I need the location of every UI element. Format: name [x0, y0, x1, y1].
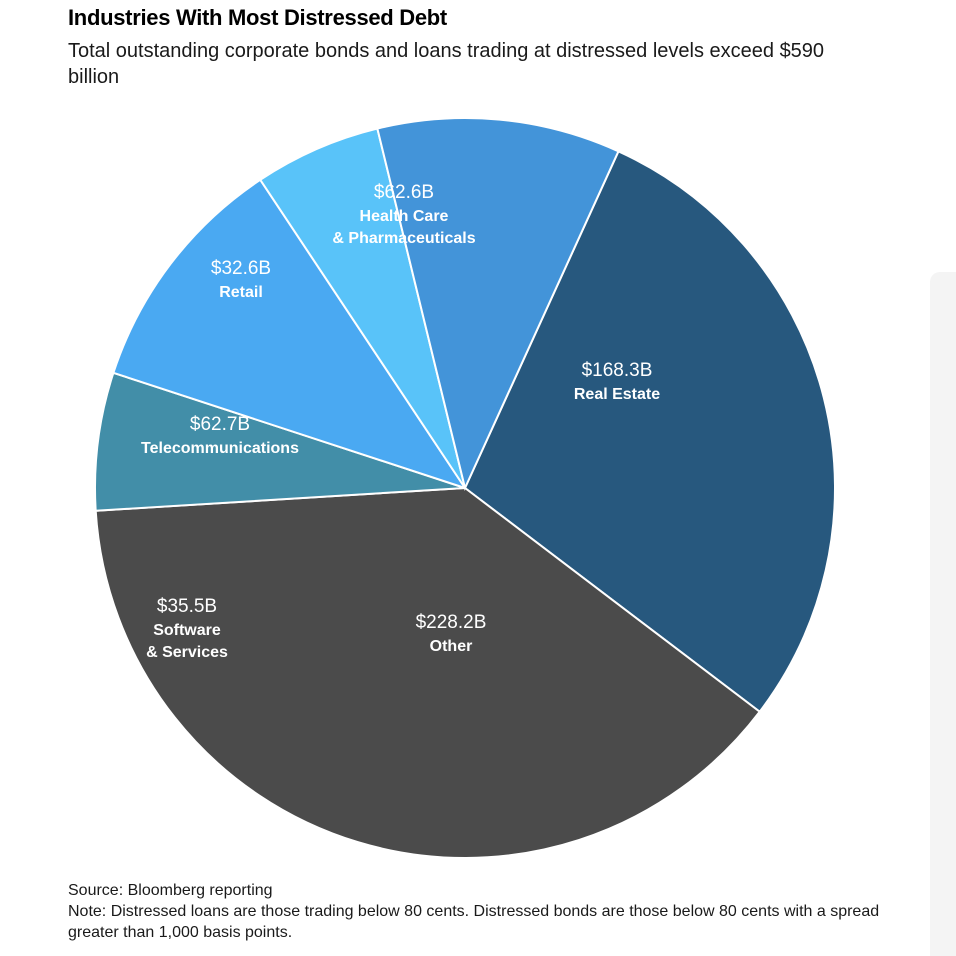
slice-name-label: Software: [153, 622, 221, 639]
pie-slice-telecommunications: [112, 178, 468, 490]
pie-chart: $168.3B Real Estate $228.2B Other $35.5B Soft…: [94, 117, 836, 859]
slice-value-label: $62.7B: [190, 414, 250, 435]
slice-name-label: Retail: [219, 284, 263, 301]
slice-name-label: Other: [430, 638, 473, 655]
slice-value-label: $35.5B: [157, 596, 217, 617]
slice-label: $228.2B Other: [416, 612, 487, 655]
slice-value-label: $228.2B: [416, 612, 487, 633]
slice-name-label: Real Estate: [574, 386, 660, 403]
chart-subtitle: Total outstanding corporate bonds and lo…: [68, 40, 825, 88]
pie-slice-retail: [258, 127, 466, 489]
chart-title: Industries With Most Distressed Debt: [68, 5, 447, 30]
slice-name-label: & Pharmaceuticals: [332, 230, 475, 247]
pie-slice-software-services: [94, 371, 466, 512]
pie-labels: $168.3B Real Estate $228.2B Other $35.5B Soft…: [141, 182, 660, 661]
slice-value-label: $168.3B: [582, 360, 653, 381]
pie-slices: [94, 117, 836, 859]
pie-slice-health-care-pharmaceuticals: [376, 117, 620, 492]
slice-label: $62.7B Telecommunications: [141, 414, 299, 457]
definition-note: Note: Distressed loans are those trading…: [68, 903, 880, 941]
slice-label: $62.6B Health Care & Pharmaceuticals: [332, 182, 475, 247]
slice-label: $32.6B Retail: [211, 258, 271, 301]
slice-value-label: $62.6B: [374, 182, 434, 203]
slice-value-label: $32.6B: [211, 258, 271, 279]
slice-label: $168.3B Real Estate: [574, 360, 660, 403]
slice-label: $35.5B Software & Services: [146, 596, 228, 661]
slice-name-label: Telecommunications: [141, 440, 299, 457]
pie-slice-real-estate: [463, 149, 836, 714]
source-note: Source: Bloomberg reporting: [68, 882, 273, 899]
pie-slice-other: [94, 486, 762, 859]
chart-footer: Source: Bloomberg reporting Note: Distre…: [68, 880, 888, 943]
side-panel: [930, 272, 956, 956]
slice-name-label: & Services: [146, 644, 228, 661]
slice-name-label: Health Care: [360, 208, 449, 225]
